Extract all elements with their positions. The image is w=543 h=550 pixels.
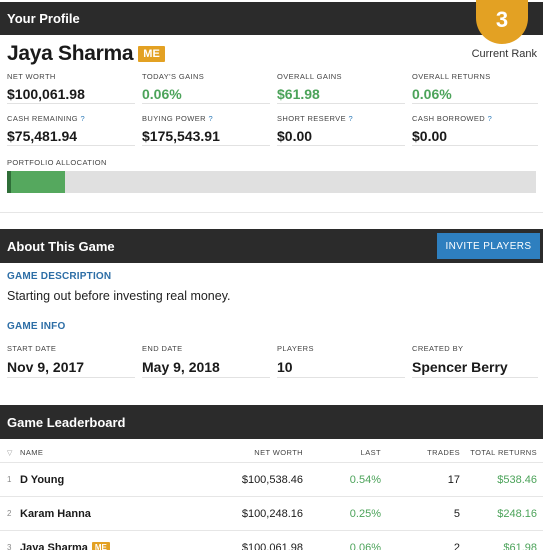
- stat-value: 0.06%: [142, 86, 182, 102]
- row-rank: 2: [7, 509, 12, 518]
- stat-todays-gains: TODAY'S GAINS 0.06%: [142, 72, 270, 104]
- profile-section-header: Your Profile: [0, 2, 543, 35]
- game-info-heading: GAME INFO: [7, 321, 66, 332]
- row-rank: 1: [7, 475, 12, 484]
- stat-short-reserve: SHORT RESERVE ? $0.00: [277, 114, 405, 146]
- info-value: 10: [277, 359, 293, 375]
- info-players: PLAYERS 10: [277, 344, 405, 378]
- stat-label: CASH REMAINING: [7, 114, 79, 123]
- about-section-header: About This Game INVITE PLAYERS: [0, 229, 543, 263]
- leaderboard-section-title: Game Leaderboard: [7, 414, 126, 430]
- info-start-date: START DATE Nov 9, 2017: [7, 344, 135, 378]
- stat-cash-remaining: CASH REMAINING ? $75,481.94: [7, 114, 135, 146]
- stat-label: CASH BORROWED: [412, 114, 486, 123]
- row-net-worth: $100,538.46: [241, 473, 303, 486]
- row-last: 0.25%: [349, 507, 381, 520]
- stat-value: $61.98: [277, 86, 320, 102]
- divider: [0, 212, 543, 213]
- info-value: Nov 9, 2017: [7, 359, 85, 375]
- stat-label: BUYING POWER: [142, 114, 206, 123]
- stats-row-2: CASH REMAINING ? $75,481.94 BUYING POWER…: [7, 114, 538, 146]
- sort-caret-icon[interactable]: ▽: [7, 450, 13, 457]
- game-description-heading: GAME DESCRIPTION: [7, 271, 112, 282]
- rank-label: Current Rank: [471, 48, 537, 60]
- stat-label: OVERALL GAINS: [277, 72, 342, 81]
- info-label: CREATED BY: [412, 344, 464, 353]
- column-header-trades[interactable]: TRADES: [427, 448, 460, 457]
- table-row[interactable]: 1 D Young $100,538.46 0.54% 17 $538.46: [0, 463, 543, 497]
- info-end-date: END DATE May 9, 2018: [142, 344, 270, 378]
- leaderboard-section-header: Game Leaderboard: [0, 405, 543, 439]
- profile-name: Jaya Sharma: [7, 42, 134, 65]
- row-last: 0.06%: [349, 541, 381, 550]
- rank-badge: 3: [476, 0, 528, 44]
- stat-label: SHORT RESERVE: [277, 114, 346, 123]
- stats-row-1: NET WORTH $100,061.98 TODAY'S GAINS 0.06…: [7, 72, 538, 104]
- about-section-title: About This Game: [7, 238, 115, 254]
- profile-section-title: Your Profile: [7, 11, 80, 26]
- row-trades: 5: [453, 507, 460, 520]
- stat-value: $0.00: [277, 128, 313, 144]
- invite-players-button[interactable]: INVITE PLAYERS: [437, 233, 540, 259]
- stat-value: 0.06%: [412, 86, 452, 102]
- help-icon[interactable]: ?: [348, 114, 354, 123]
- stat-net-worth: NET WORTH $100,061.98: [7, 72, 135, 104]
- stat-buying-power: BUYING POWER ? $175,543.91: [142, 114, 270, 146]
- column-header-last[interactable]: LAST: [360, 448, 381, 457]
- info-value: Spencer Berry: [412, 359, 508, 375]
- row-last: 0.54%: [349, 473, 381, 486]
- stat-value: $0.00: [412, 128, 448, 144]
- table-row[interactable]: 2 Karam Hanna $100,248.16 0.25% 5 $248.1…: [0, 497, 543, 531]
- stat-label: NET WORTH: [7, 72, 56, 81]
- table-header-row: ▽ NAME NET WORTH LAST TRADES TOTAL RETUR…: [0, 443, 543, 463]
- row-trades: 2: [453, 541, 460, 550]
- stat-label: TODAY'S GAINS: [142, 72, 205, 81]
- info-label: PLAYERS: [277, 344, 314, 353]
- stat-label: OVERALL RETURNS: [412, 72, 491, 81]
- info-label: END DATE: [142, 344, 183, 353]
- row-net-worth: $100,248.16: [241, 507, 303, 520]
- stat-value: $100,061.98: [7, 86, 85, 102]
- me-badge: ME: [91, 542, 110, 550]
- row-trades: 17: [447, 473, 460, 486]
- player-name-link[interactable]: Karam Hanna: [20, 507, 91, 520]
- help-icon[interactable]: ?: [80, 114, 86, 123]
- info-label: START DATE: [7, 344, 57, 353]
- leaderboard-table: ▽ NAME NET WORTH LAST TRADES TOTAL RETUR…: [0, 443, 543, 550]
- column-header-net-worth[interactable]: NET WORTH: [254, 448, 303, 457]
- row-total-returns: $538.46: [497, 473, 537, 486]
- top-strip: [0, 0, 543, 3]
- me-badge: ME: [138, 46, 165, 62]
- column-header-name[interactable]: NAME: [20, 448, 44, 457]
- game-description: Starting out before investing real money…: [7, 289, 231, 303]
- info-created-by: CREATED BY Spencer Berry: [412, 344, 538, 378]
- stat-cash-borrowed: CASH BORROWED ? $0.00: [412, 114, 538, 146]
- table-row[interactable]: 3 Jaya Sharma ME $100,061.98 0.06% 2 $61.…: [0, 531, 543, 550]
- portfolio-allocation-bar: [7, 171, 536, 193]
- player-name-link[interactable]: D Young: [20, 473, 65, 486]
- info-value: May 9, 2018: [142, 359, 220, 375]
- profile-name-row: Jaya Sharma ME: [7, 42, 165, 66]
- row-net-worth: $100,061.98: [241, 541, 303, 550]
- help-icon[interactable]: ?: [487, 114, 493, 123]
- stat-overall-returns: OVERALL RETURNS 0.06%: [412, 72, 538, 104]
- row-total-returns: $248.16: [497, 507, 537, 520]
- stat-value: $75,481.94: [7, 128, 78, 144]
- portfolio-allocation-label: PORTFOLIO ALLOCATION: [7, 158, 107, 167]
- game-info-grid: START DATE Nov 9, 2017 END DATE May 9, 2…: [7, 344, 538, 378]
- player-name-link[interactable]: Jaya Sharma: [20, 541, 88, 550]
- stat-value: $175,543.91: [142, 128, 220, 144]
- row-rank: 3: [7, 543, 12, 550]
- row-total-returns: $61.98: [503, 541, 537, 550]
- stat-overall-gains: OVERALL GAINS $61.98: [277, 72, 405, 104]
- help-icon[interactable]: ?: [208, 114, 214, 123]
- column-header-total-returns[interactable]: TOTAL RETURNS: [470, 448, 537, 457]
- portfolio-allocation-fill: [7, 171, 66, 193]
